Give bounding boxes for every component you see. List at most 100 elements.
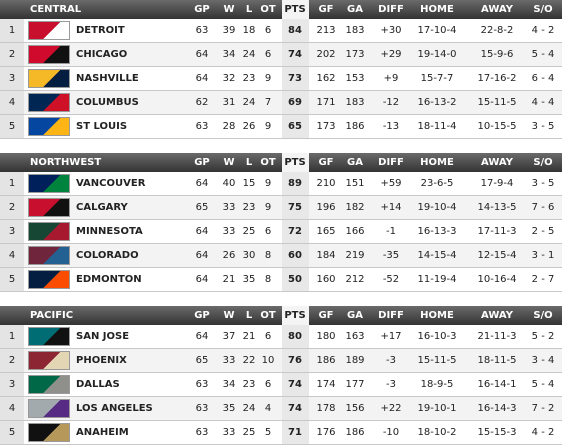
stat-cell: 25 xyxy=(242,427,256,438)
stat-cell: 23 xyxy=(242,202,256,213)
column-header: OT xyxy=(260,157,276,168)
team-row xyxy=(0,397,562,421)
team-logo xyxy=(28,351,70,370)
stat-cell: 23 xyxy=(242,73,256,84)
stat-cell: 64 xyxy=(195,73,209,84)
stat-cell: 165 xyxy=(316,226,336,237)
team-row xyxy=(0,373,562,397)
stat-cell: 15 xyxy=(242,178,256,189)
stat-cell: 50 xyxy=(288,274,302,285)
stat-cell: 5 - 4 xyxy=(531,49,555,60)
stat-cell: 14-13-5 xyxy=(477,202,517,213)
column-header: AWAY xyxy=(481,4,513,15)
stat-cell: 22 xyxy=(242,355,256,366)
rank-bg xyxy=(0,19,24,42)
stat-cell: 173 xyxy=(345,49,365,60)
team-row xyxy=(0,67,562,91)
team-name: PHOENIX xyxy=(76,355,127,366)
stat-cell: 8 xyxy=(264,274,272,285)
stat-cell: 1 xyxy=(8,331,16,342)
team-logo xyxy=(28,45,70,64)
stat-cell: +22 xyxy=(380,403,402,414)
stat-cell: 5 - 4 xyxy=(531,379,555,390)
stat-cell: 5 xyxy=(264,427,272,438)
stat-cell: 18-10-2 xyxy=(417,427,457,438)
stat-cell: 4 xyxy=(8,97,16,108)
stat-cell: 184 xyxy=(316,250,336,261)
stat-cell: 33 xyxy=(222,202,236,213)
column-header: HOME xyxy=(420,4,454,15)
stat-cell: 196 xyxy=(316,202,336,213)
stat-cell: +17 xyxy=(380,331,402,342)
team-name: COLORADO xyxy=(76,250,139,261)
rank-bg xyxy=(0,325,24,348)
team-logo xyxy=(28,117,70,136)
stat-cell: 16-14-1 xyxy=(477,379,517,390)
stat-cell: -52 xyxy=(382,274,400,285)
stat-cell: 3 xyxy=(8,379,16,390)
rank-bg xyxy=(0,196,24,219)
rank-bg xyxy=(0,220,24,243)
stat-cell: 6 xyxy=(264,331,272,342)
stat-cell: 213 xyxy=(316,25,336,36)
column-header: W xyxy=(223,157,235,168)
stat-cell: 16-10-3 xyxy=(417,331,457,342)
stat-cell: 18-11-5 xyxy=(477,355,517,366)
stat-cell: 4 xyxy=(8,403,16,414)
stat-cell: 3 xyxy=(8,73,16,84)
stat-cell: 15-9-6 xyxy=(480,49,514,60)
team-row xyxy=(0,244,562,268)
stat-cell: 2 - 5 xyxy=(531,226,555,237)
stat-cell: 23 xyxy=(242,379,256,390)
stat-cell: -10 xyxy=(382,427,400,438)
stat-cell: 16-14-3 xyxy=(477,403,517,414)
stat-cell: 3 - 5 xyxy=(531,121,555,132)
rank-bg xyxy=(0,91,24,114)
stat-cell: 186 xyxy=(345,121,365,132)
stat-cell: 63 xyxy=(195,379,209,390)
stat-cell: 183 xyxy=(345,97,365,108)
rank-bg xyxy=(0,244,24,267)
column-header: W xyxy=(223,310,235,321)
column-header: GA xyxy=(347,4,363,15)
stat-cell: 10 xyxy=(261,355,275,366)
team-row xyxy=(0,43,562,67)
rank-bg xyxy=(0,115,24,138)
stat-cell: 63 xyxy=(195,427,209,438)
column-header: PTS xyxy=(284,310,306,321)
team-logo xyxy=(28,21,70,40)
stat-cell: 21-11-3 xyxy=(477,331,517,342)
stat-cell: 34 xyxy=(222,379,236,390)
pts-bg xyxy=(282,67,309,90)
stat-cell: 5 xyxy=(8,121,16,132)
pts-header-bg xyxy=(282,0,309,19)
column-header: AWAY xyxy=(481,157,513,168)
stat-cell: 10-16-4 xyxy=(477,274,517,285)
stat-cell: 25 xyxy=(242,226,256,237)
stat-cell: 35 xyxy=(242,274,256,285)
pts-header-bg xyxy=(282,153,309,172)
column-header: S/O xyxy=(533,310,553,321)
team-name: ANAHEIM xyxy=(76,427,129,438)
stat-cell: 3 - 1 xyxy=(531,250,555,261)
stat-cell: +30 xyxy=(380,25,402,36)
stat-cell: 1 xyxy=(8,178,16,189)
stat-cell: 5 xyxy=(8,427,16,438)
team-logo xyxy=(28,270,70,289)
stat-cell: 64 xyxy=(195,226,209,237)
column-header: GP xyxy=(194,4,210,15)
pts-bg xyxy=(282,421,309,444)
stat-cell: 33 xyxy=(222,427,236,438)
stat-cell: 64 xyxy=(195,331,209,342)
pts-bg xyxy=(282,43,309,66)
stat-cell: 5 - 2 xyxy=(531,331,555,342)
stat-cell: 160 xyxy=(316,274,336,285)
column-header: NORTHWEST xyxy=(30,157,102,168)
team-row xyxy=(0,91,562,115)
stat-cell: 7 - 6 xyxy=(531,202,555,213)
stat-cell: -3 xyxy=(386,355,396,366)
stat-cell: -1 xyxy=(386,226,396,237)
stat-cell: 153 xyxy=(345,73,365,84)
column-header: PTS xyxy=(284,4,306,15)
